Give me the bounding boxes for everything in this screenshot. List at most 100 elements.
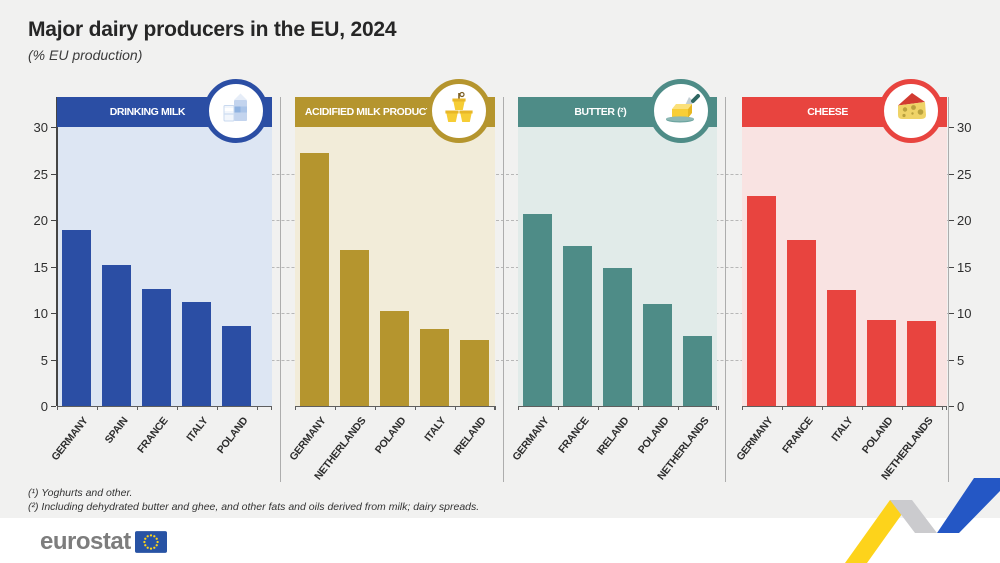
bar-poland bbox=[222, 326, 251, 406]
panel-drinking-milk: DRINKING MILK GERMANY SPAIN FRANCE ITALY POLA… bbox=[49, 79, 280, 463]
bar-netherlands bbox=[339, 249, 369, 406]
bar-germany bbox=[62, 230, 91, 406]
panel-icon-circle bbox=[879, 79, 943, 143]
y-tick-mark-left bbox=[51, 313, 56, 314]
yogurt-icon bbox=[439, 89, 479, 134]
x-axis-tick bbox=[493, 406, 495, 410]
x-axis-tick bbox=[597, 406, 599, 410]
x-label-poland: POLAND bbox=[214, 415, 251, 456]
y-tick-label-left: 5 bbox=[40, 352, 48, 368]
x-axis-baseline bbox=[57, 406, 272, 407]
x-axis-tick bbox=[637, 406, 639, 410]
y-tick-mark-right bbox=[949, 127, 954, 128]
plot-right-border bbox=[948, 97, 949, 482]
x-axis-tick bbox=[270, 406, 272, 410]
x-axis-tick bbox=[517, 406, 519, 410]
x-axis-tick bbox=[942, 406, 944, 410]
panel-header-label: ACIDIFIED MILK PRODUCTS (¹) bbox=[304, 106, 451, 118]
panel-icon-circle bbox=[426, 79, 491, 143]
x-axis-baseline bbox=[742, 406, 947, 407]
bar-germany bbox=[299, 153, 329, 406]
panel-plot-background: BUTTER (²) GERMANY FRANCE IRELAND POLAND NETH… bbox=[510, 79, 719, 482]
plot-area: DRINKING MILK GERMANY SPAIN FRANCE ITALY POLA… bbox=[49, 79, 948, 482]
bar-france bbox=[787, 239, 817, 406]
x-axis-tick bbox=[374, 406, 376, 410]
x-label-ireland: IRELAND bbox=[594, 415, 631, 458]
panel-plot-background: DRINKING MILK GERMANY SPAIN FRANCE ITALY POLA… bbox=[49, 79, 272, 463]
x-label-germany: GERMANY bbox=[286, 415, 329, 464]
x-axis-tick bbox=[257, 406, 258, 410]
panel-butter: BUTTER (²) GERMANY FRANCE IRELAND POLAND NETH… bbox=[503, 79, 726, 482]
x-axis-tick bbox=[946, 406, 947, 410]
x-axis-tick bbox=[742, 406, 744, 410]
x-axis-tick bbox=[822, 406, 824, 410]
cheese-icon bbox=[891, 89, 931, 134]
panel-icon-circle bbox=[649, 79, 714, 143]
x-axis-tick bbox=[177, 406, 178, 410]
y-tick-label-right: 30 bbox=[957, 120, 972, 135]
bar-ireland bbox=[459, 339, 489, 406]
y-tick-mark-left bbox=[51, 220, 56, 221]
x-label-italy: ITALY bbox=[829, 415, 856, 444]
bar-netherlands bbox=[682, 336, 712, 406]
x-axis-tick bbox=[217, 406, 218, 410]
x-axis-tick bbox=[717, 406, 719, 410]
page-subtitle: (% EU production) bbox=[28, 47, 143, 63]
x-label-germany: GERMANY bbox=[734, 415, 776, 464]
bar-italy bbox=[419, 328, 449, 406]
bar-italy bbox=[182, 301, 211, 406]
x-axis-tick bbox=[902, 406, 904, 410]
panel-header-label: BUTTER (²) bbox=[574, 106, 627, 118]
x-axis-tick bbox=[494, 406, 496, 410]
y-tick-label-left: 25 bbox=[33, 166, 48, 182]
panel-header-label: CHEESE bbox=[807, 106, 849, 118]
panel-acidified-milk-products: ACIDIFIED MILK PRODUCTS (¹) GERMANY NETHER… bbox=[280, 79, 503, 482]
y-tick-mark-right bbox=[949, 220, 954, 221]
y-tick-label-left: 20 bbox=[33, 213, 48, 228]
bar-germany bbox=[747, 195, 777, 406]
y-tick-label-left: 30 bbox=[33, 120, 48, 135]
eurostat-logo-text: eurostat bbox=[40, 528, 131, 555]
panel-separator bbox=[279, 97, 281, 482]
y-tick-label-right: 5 bbox=[957, 352, 965, 368]
bar-france bbox=[142, 288, 171, 406]
y-tick-label-left: 10 bbox=[33, 306, 48, 321]
x-label-germany: GERMANY bbox=[49, 415, 91, 464]
x-axis-baseline bbox=[517, 406, 718, 407]
y-tick-label-right: 10 bbox=[957, 306, 972, 321]
x-axis-tick bbox=[97, 406, 98, 410]
y-tick-mark-left bbox=[51, 359, 56, 361]
bar-france bbox=[562, 246, 592, 406]
bar-poland bbox=[642, 303, 672, 406]
panel-icon-circle bbox=[203, 79, 268, 143]
x-axis-tick bbox=[414, 406, 416, 410]
x-axis-tick bbox=[677, 406, 679, 410]
bar-ireland bbox=[602, 268, 632, 406]
x-axis-tick bbox=[294, 406, 296, 410]
bar-poland bbox=[379, 311, 409, 406]
y-tick-mark-right bbox=[949, 173, 954, 175]
page-title: Major dairy producers in the EU, 2024 bbox=[28, 18, 397, 41]
x-label-italy: ITALY bbox=[184, 415, 211, 444]
y-tick-label-right: 15 bbox=[957, 259, 972, 275]
x-axis-tick bbox=[334, 406, 336, 410]
y-tick-mark-right bbox=[949, 266, 954, 268]
y-tick-label-left: 0 bbox=[40, 399, 48, 414]
x-axis-tick bbox=[557, 406, 559, 410]
y-tick-mark-left bbox=[51, 406, 56, 407]
x-label-france: FRANCE bbox=[555, 415, 591, 456]
x-label-ireland: IRELAND bbox=[451, 415, 489, 458]
panel-separator bbox=[502, 97, 504, 482]
y-tick-mark-right bbox=[949, 313, 954, 314]
x-axis-tick bbox=[782, 406, 784, 410]
butter-icon bbox=[661, 89, 701, 134]
footnote-2: (²) Including dehydrated butter and ghee… bbox=[28, 501, 480, 513]
x-label-italy: ITALY bbox=[422, 415, 449, 444]
zigzag-ribbon-decoration bbox=[845, 478, 1000, 563]
x-label-poland: POLAND bbox=[372, 415, 409, 456]
y-tick-label-right: 25 bbox=[957, 166, 972, 182]
y-tick-mark-right bbox=[949, 359, 954, 361]
bar-italy bbox=[827, 289, 857, 406]
panel-header-label: DRINKING MILK bbox=[109, 106, 186, 118]
y-tick-label-right: 0 bbox=[957, 399, 965, 414]
